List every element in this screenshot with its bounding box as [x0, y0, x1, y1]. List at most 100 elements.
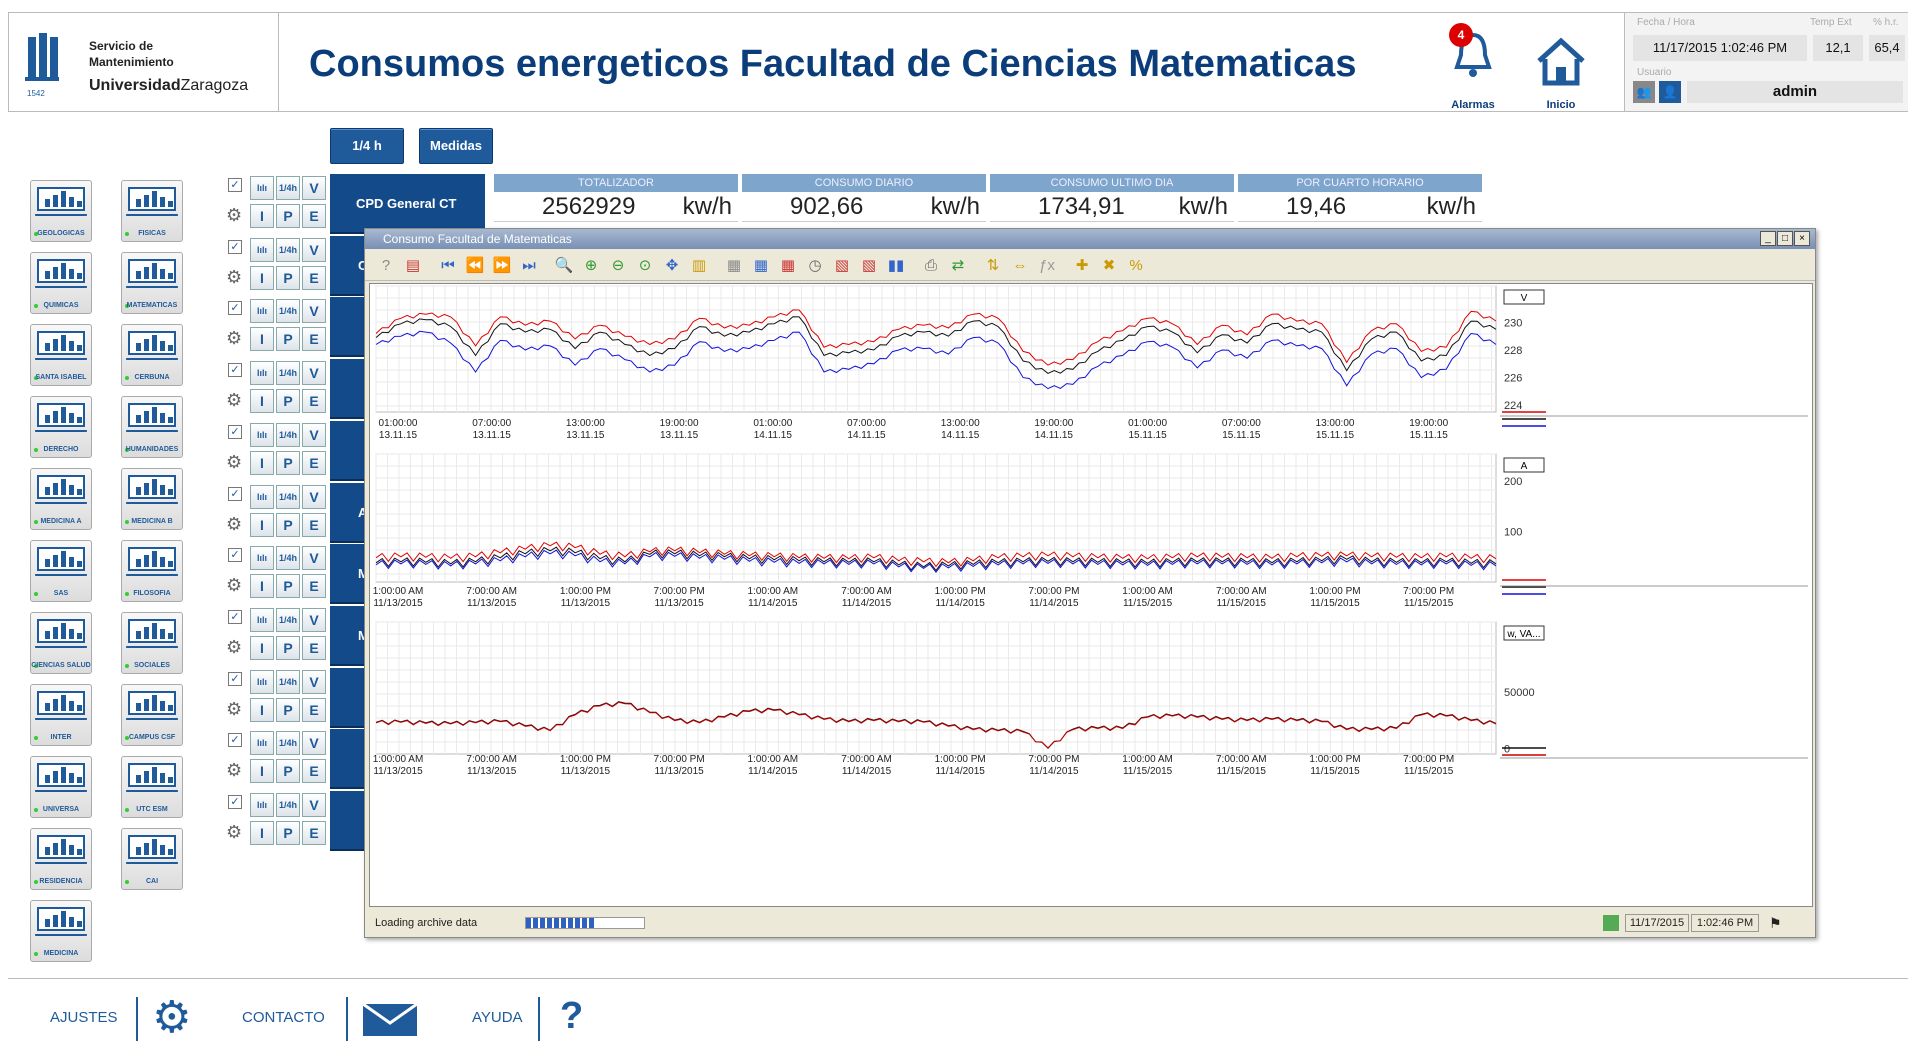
settings-gear-icon[interactable]: ⚙	[226, 266, 243, 287]
settings-gear-icon[interactable]: ⚙	[226, 390, 243, 411]
print-preview-icon[interactable]: ▤	[405, 257, 421, 274]
power-button[interactable]: P	[276, 204, 300, 228]
history-button[interactable]: lılı	[250, 237, 274, 262]
settings-link[interactable]: AJUSTES	[50, 1009, 118, 1026]
export-icon[interactable]: ⇄	[951, 257, 965, 274]
building-button[interactable]: CERBUNA	[121, 324, 183, 386]
voltage-button[interactable]: V	[302, 731, 326, 756]
building-button[interactable]: MEDICINA	[30, 900, 92, 962]
building-button[interactable]: MEDICINA A	[30, 468, 92, 530]
circuit-button[interactable]: CPD General CT	[330, 174, 485, 234]
quarter-button[interactable]: 1/4h	[276, 607, 300, 632]
building-button[interactable]: SOCIALES	[121, 612, 183, 674]
ruler-icon[interactable]: ▥	[691, 257, 707, 274]
settings-gear-icon[interactable]: ⚙	[226, 328, 243, 349]
current-button[interactable]: I	[250, 697, 274, 722]
history-button[interactable]: lılı	[250, 484, 274, 509]
history-button[interactable]: lılı	[250, 669, 274, 694]
row-checkbox[interactable]: ✓	[228, 671, 242, 686]
building-button[interactable]: MEDICINA B	[121, 468, 183, 530]
current-button[interactable]: I	[250, 389, 274, 414]
power-button[interactable]: P	[276, 265, 300, 290]
help-link[interactable]: AYUDA	[472, 1009, 523, 1026]
quarter-button[interactable]: 1/4h	[276, 299, 300, 324]
quarter-button[interactable]: 1/4h	[276, 176, 300, 200]
rewind-icon[interactable]: ⏪	[465, 257, 485, 274]
alarms-button[interactable]: 4 Alarmas	[1431, 23, 1511, 113]
settings-gear-icon[interactable]: ⚙	[226, 575, 243, 596]
current-button[interactable]: I	[250, 450, 274, 475]
measures-button[interactable]: Medidas	[419, 128, 493, 164]
current-button[interactable]: I	[250, 204, 274, 228]
first-icon[interactable]: ⏮	[441, 257, 455, 274]
building-button[interactable]: FILOSOFIA	[121, 540, 183, 602]
power-button[interactable]: P	[276, 574, 300, 599]
energy-button[interactable]: E	[302, 389, 326, 414]
history-button[interactable]: lılı	[250, 731, 274, 756]
quarter-button[interactable]: 1/4h	[276, 793, 300, 817]
grid-2-icon[interactable]: ▦	[780, 257, 796, 274]
home-button[interactable]: Inicio	[1521, 23, 1601, 113]
voltage-button[interactable]: V	[302, 237, 326, 262]
current-button[interactable]: I	[250, 574, 274, 599]
row-checkbox[interactable]: ✓	[228, 239, 242, 254]
energy-button[interactable]: E	[302, 265, 326, 290]
zoom-icon[interactable]: 🔍	[554, 257, 574, 274]
settings-gear-icon[interactable]: ⚙	[226, 205, 243, 225]
row-checkbox[interactable]: ✓	[228, 795, 242, 809]
forward-icon[interactable]: ⏩	[492, 257, 512, 274]
quarter-button[interactable]: 1/4h	[276, 422, 300, 447]
maximize-button[interactable]: □	[1777, 231, 1793, 246]
energy-button[interactable]: E	[302, 759, 326, 784]
history-button[interactable]: lılı	[250, 607, 274, 632]
history-button[interactable]: lılı	[250, 299, 274, 324]
percent-icon[interactable]: %	[1129, 257, 1143, 274]
compare-icon[interactable]: ▧	[834, 257, 850, 274]
power-button[interactable]: P	[276, 697, 300, 722]
voltage-button[interactable]: V	[302, 793, 326, 817]
voltage-button[interactable]: V	[302, 176, 326, 200]
energy-button[interactable]: E	[302, 450, 326, 475]
clock-icon[interactable]: ◷	[808, 257, 822, 274]
building-button[interactable]: DERECHO	[30, 396, 92, 458]
function-icon[interactable]: ƒx	[1039, 257, 1055, 274]
power-button[interactable]: P	[276, 821, 300, 845]
printer-icon[interactable]: ⎙	[924, 257, 937, 274]
gear-icon[interactable]: ⚙	[152, 993, 192, 1042]
quarter-hour-button[interactable]: 1/4 h	[330, 128, 404, 164]
building-button[interactable]: CAI	[121, 828, 183, 890]
energy-button[interactable]: E	[302, 327, 326, 352]
row-checkbox[interactable]: ✓	[228, 301, 242, 316]
help-icon[interactable]: ?	[381, 257, 391, 274]
mail-icon[interactable]	[362, 1003, 418, 1037]
voltage-button[interactable]: V	[302, 546, 326, 571]
history-button[interactable]: lılı	[250, 793, 274, 817]
row-checkbox[interactable]: ✓	[228, 424, 242, 439]
energy-button[interactable]: E	[302, 697, 326, 722]
building-button[interactable]: QUIMICAS	[30, 252, 92, 314]
compare-2-icon[interactable]: ▧	[861, 257, 877, 274]
voltage-button[interactable]: V	[302, 422, 326, 447]
contact-link[interactable]: CONTACTO	[242, 1009, 325, 1026]
minimize-button[interactable]: _	[1760, 231, 1776, 246]
zoom-out-icon[interactable]: ⊖	[611, 257, 625, 274]
current-button[interactable]: I	[250, 512, 274, 537]
row-checkbox[interactable]: ✓	[228, 548, 242, 563]
settings-gear-icon[interactable]: ⚙	[226, 698, 243, 719]
power-button[interactable]: P	[276, 635, 300, 660]
quarter-button[interactable]: 1/4h	[276, 484, 300, 509]
row-checkbox[interactable]: ✓	[228, 363, 242, 378]
user-icon[interactable]: 👤	[1659, 81, 1681, 103]
building-button[interactable]: CAMPUS CSF	[121, 684, 183, 746]
building-button[interactable]: FISICAS	[121, 180, 183, 242]
row-checkbox[interactable]: ✓	[228, 733, 242, 748]
history-button[interactable]: lılı	[250, 546, 274, 571]
voltage-button[interactable]: V	[302, 669, 326, 694]
users-group-icon[interactable]: 👥	[1633, 81, 1655, 103]
grid-icon[interactable]: ▦	[753, 257, 769, 274]
row-checkbox[interactable]: ✓	[228, 486, 242, 501]
energy-button[interactable]: E	[302, 204, 326, 228]
voltage-button[interactable]: V	[302, 484, 326, 509]
energy-button[interactable]: E	[302, 574, 326, 599]
history-button[interactable]: lılı	[250, 361, 274, 386]
